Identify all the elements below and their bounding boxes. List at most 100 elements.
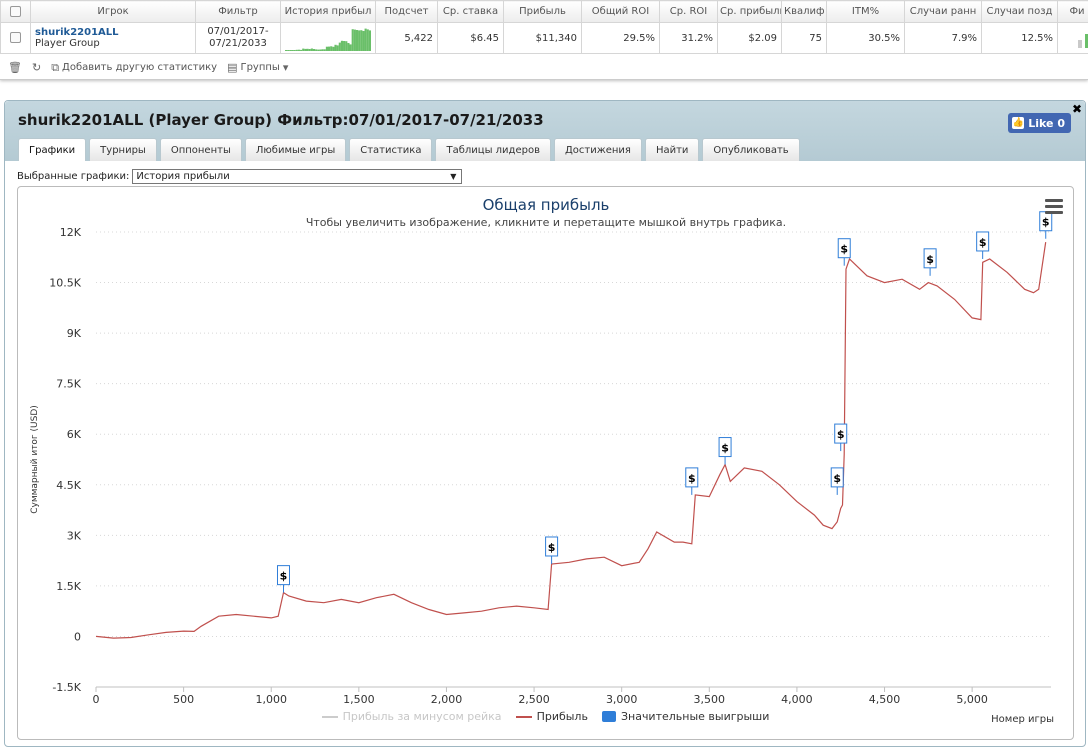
x-tick-label: 4,500 [869,693,901,706]
tab-0[interactable]: Графики [18,138,87,161]
sparkline-chart [285,28,371,51]
y-tick-label: 0 [74,630,81,643]
add-stats-label: Добавить другую статистику [62,62,218,73]
filter-cell: 07/01/2017- 07/21/2033 [195,22,281,54]
filter-date-end: 07/21/2033 [209,38,267,49]
big-win-marker: $ [688,472,696,485]
sparkline-bar [330,46,333,51]
sparkline-bar [340,40,344,51]
panel-tabs: Графики Турниры Оппоненты Любимые игры Стати… [18,138,800,161]
col-header-avg-profit[interactable]: Ср. прибыль [717,0,782,23]
late-cell: 12.5% [981,22,1058,54]
player-group: Player Group [35,38,100,49]
col-header-profit-history[interactable]: История прибыл [280,0,376,23]
big-win-marker: $ [840,243,848,256]
y-tick-label: 10.5K [49,277,81,290]
groups-dropdown[interactable]: ▤ Группы ▾ [227,61,288,74]
add-stats-icon: ⧉ [51,60,60,74]
chart-selector-dropdown[interactable]: История прибыли ▼ [132,169,463,184]
chart-subtitle: Чтобы увеличить изображение, кликните и … [306,216,786,229]
sparkline-bar [332,46,335,51]
col-header-count[interactable]: Подсчет [375,0,438,23]
trash-icon[interactable]: 🗑 [8,61,22,74]
sparkline-bar [358,30,361,51]
col-header-early[interactable]: Случаи ранн [904,0,982,23]
facebook-like-label: Like 0 [1028,116,1065,130]
col-header-avg-stake[interactable]: Ср. ставка [437,0,504,23]
sparkline-bar [319,49,322,51]
stats-header-row: Игрок Фильтр История прибыл Подсчет Ср. … [0,0,1088,23]
facebook-like-button[interactable]: 👍 Like 0 [1008,113,1071,133]
sparkline-bar [351,29,354,51]
sparkline-bar [289,50,292,51]
big-win-flag [834,423,848,444]
col-header-profit[interactable]: Прибыль [503,0,582,23]
profit-chart[interactable]: Общая прибыль Чтобы увеличить изображение… [18,187,1073,739]
refresh-icon[interactable]: ↻ [31,61,42,74]
panel-header: shurik2201ALL (Player Group) Фильтр:07/0… [5,101,1085,161]
col-header-qualif[interactable]: Квалиф [781,0,827,23]
legend-label: Прибыль [536,710,588,723]
legend-swatch [601,711,616,722]
col-header-itm[interactable]: ITM% [826,0,905,23]
sparkline-bar [362,31,365,51]
tab-1[interactable]: Турниры [89,138,157,161]
chart-menu-icon[interactable] [1045,199,1063,217]
sparkline-bar [293,50,296,51]
player-name-link[interactable]: shurik2201ALL [35,27,119,38]
sparkline-bar [315,49,318,51]
legend-label: Прибыль за минусом рейка [342,710,502,723]
tab-5[interactable]: Таблицы лидеров [435,138,551,161]
total-roi-cell: 29.5% [581,22,660,54]
big-win-marker: $ [721,442,729,455]
col-header-total-roi[interactable]: Общий ROI [581,0,660,23]
select-all-checkbox[interactable] [0,0,31,23]
tab-8[interactable]: Опубликовать [702,138,800,161]
tab-6[interactable]: Достижения [553,138,642,161]
tab-4[interactable]: Статистика [349,138,433,161]
groups-icon: ▤ [227,61,238,74]
y-tick-label: 1.5K [56,580,81,593]
mini-bars-icon [1078,33,1088,48]
y-tick-label: 3K [67,529,82,542]
panel-title: shurik2201ALL (Player Group) Фильтр:07/0… [18,111,544,129]
legend-item-1[interactable]: Прибыль [515,710,588,723]
close-icon[interactable]: ✖ [1071,102,1082,116]
big-win-flag [276,565,290,586]
big-win-marker: $ [1042,216,1050,229]
sparkline-bar [321,49,324,51]
col-header-extra[interactable]: Фи [1057,0,1088,23]
legend-item-0[interactable]: Прибыль за минусом рейка [321,710,502,723]
sparkline-bar [295,49,298,51]
sparkline-bar [349,44,352,51]
legend-item-2[interactable]: Значительные выигрыши [601,710,769,723]
sparkline-bar [368,30,371,51]
chart-legend: Прибыль за минусом рейка Прибыль Значитель… [18,710,1073,723]
profit-cell: $11,340 [503,22,582,54]
sparkline-bar [287,50,290,51]
tab-7[interactable]: Найти [644,138,700,161]
sparkline-bar [343,41,346,51]
count-cell: 5,422 [375,22,438,54]
col-header-avg-roi[interactable]: Ср. ROI [659,0,718,23]
y-tick-label: 12K [60,226,82,239]
add-stats-button[interactable]: ⧉ Добавить другую статистику [51,61,217,75]
filter-date-start: 07/01/2017- [207,26,269,37]
sparkline-bar [300,49,303,51]
chart-container[interactable]: Общая прибыль Чтобы увеличить изображение… [17,186,1074,740]
y-tick-label: 7.5K [56,378,81,391]
tab-3[interactable]: Любимые игры [244,138,347,161]
col-header-player[interactable]: Игрок [30,0,196,23]
sparkline-bar [328,46,331,51]
row-checkbox[interactable] [0,22,31,54]
col-header-late[interactable]: Случаи позд [981,0,1058,23]
big-win-flag [545,536,559,557]
profit-history-sparkline[interactable] [280,22,376,54]
x-tick-label: 3,000 [606,693,638,706]
sparkline-bar [317,49,320,51]
col-header-filter[interactable]: Фильтр [195,0,281,23]
tab-2[interactable]: Оппоненты [159,138,242,161]
big-win-flag [830,467,844,488]
y-tick-label: -1.5K [52,681,81,694]
extra-cell [1057,22,1088,54]
